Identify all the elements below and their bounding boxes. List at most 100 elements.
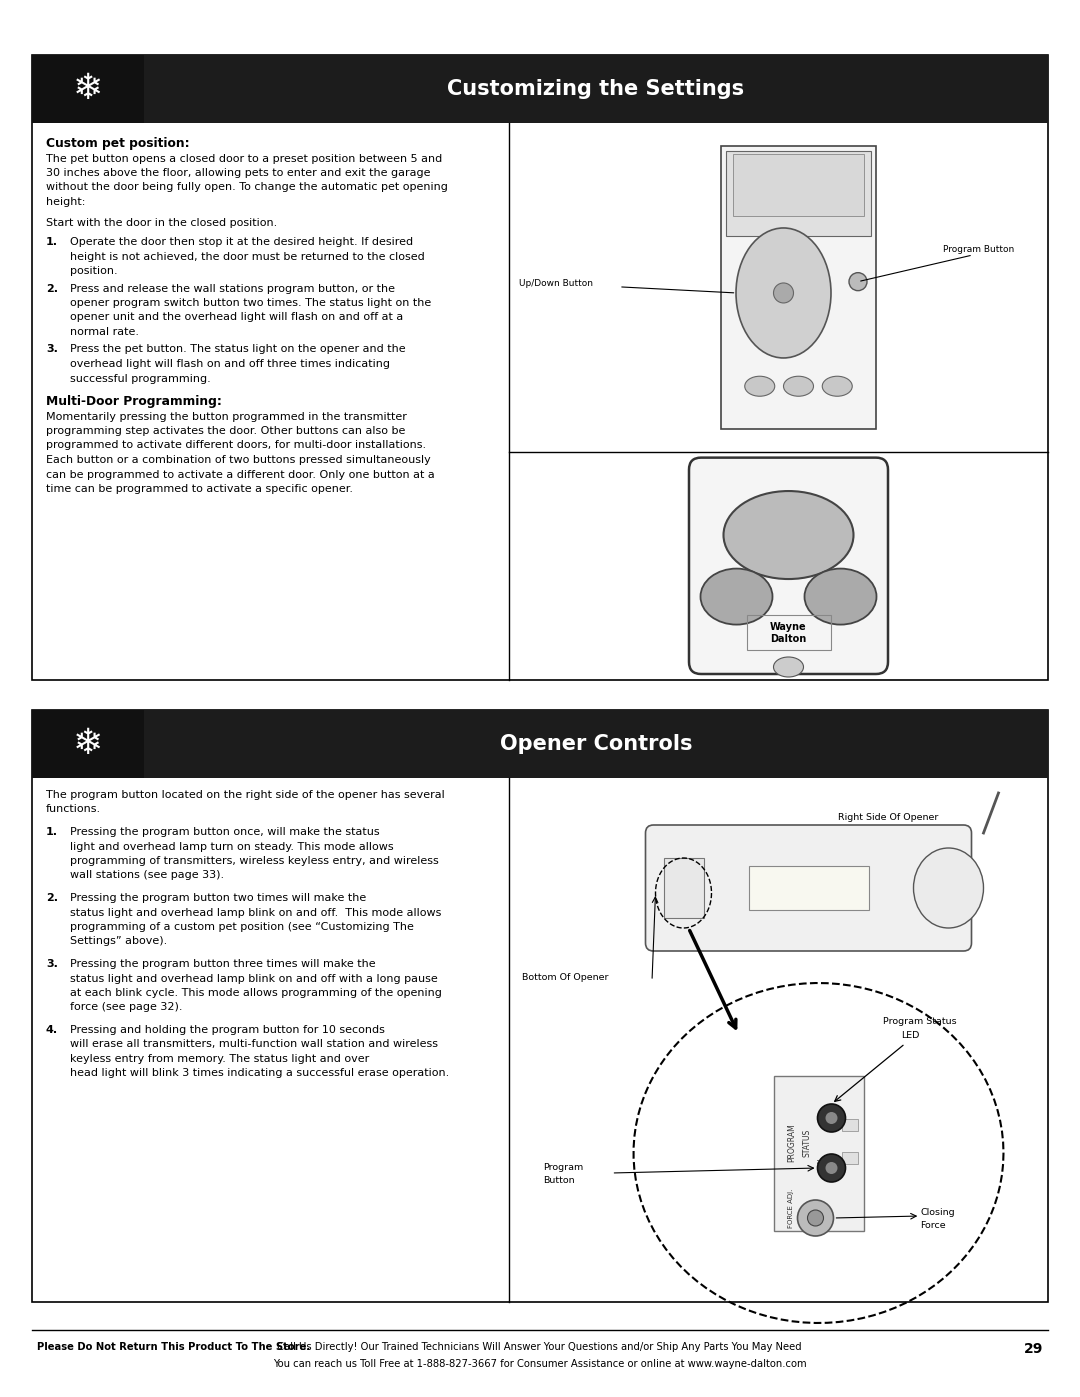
Bar [726, 151, 870, 236]
Text: The pet button opens a closed door to a preset position between 5 and: The pet button opens a closed door to a … [46, 154, 442, 163]
Text: Settings” above).: Settings” above). [70, 936, 167, 947]
Text: LED: LED [901, 1031, 920, 1041]
Circle shape [825, 1112, 837, 1125]
Ellipse shape [735, 228, 831, 358]
Text: status light and overhead lamp blink on and off with a long pause: status light and overhead lamp blink on … [70, 974, 437, 983]
Text: Each button or a combination of two buttons pressed simultaneously: Each button or a combination of two butt… [46, 455, 431, 465]
Bar [32, 710, 1048, 778]
Text: can be programmed to activate a different door. Only one button at a: can be programmed to activate a differen… [46, 469, 435, 479]
Ellipse shape [822, 376, 852, 397]
Text: ❄: ❄ [72, 726, 103, 761]
Ellipse shape [701, 569, 772, 624]
Circle shape [808, 1210, 824, 1227]
FancyBboxPatch shape [646, 826, 972, 951]
Text: Program Button: Program Button [943, 244, 1014, 254]
Text: position.: position. [70, 265, 118, 277]
Text: Start with the door in the closed position.: Start with the door in the closed positi… [46, 218, 278, 228]
Text: Press the pet button. The status light on the opener and the: Press the pet button. The status light o… [70, 345, 406, 355]
Bar [746, 615, 831, 650]
Text: Program Status: Program Status [883, 1017, 957, 1027]
Text: The program button located on the right side of the opener has several: The program button located on the right … [46, 789, 445, 800]
Bar [32, 710, 1048, 1302]
Text: Force: Force [920, 1221, 946, 1229]
Text: Customizing the Settings: Customizing the Settings [447, 80, 744, 99]
Text: 4.: 4. [46, 1025, 58, 1035]
Text: Pressing the program button three times will make the: Pressing the program button three times … [70, 958, 376, 970]
Text: PROGRAM: PROGRAM [787, 1123, 796, 1162]
Text: 30 inches above the floor, allowing pets to enter and exit the garage: 30 inches above the floor, allowing pets… [46, 168, 431, 177]
Bar [773, 1076, 864, 1231]
Text: ❄: ❄ [72, 73, 103, 106]
Text: status light and overhead lamp blink on and off.  This mode allows: status light and overhead lamp blink on … [70, 908, 442, 918]
Text: Bottom Of Opener: Bottom Of Opener [522, 972, 608, 982]
Bar [32, 54, 1048, 123]
Text: Pressing and holding the program button for 10 seconds: Pressing and holding the program button … [70, 1025, 384, 1035]
Bar [32, 54, 144, 123]
Bar [663, 858, 703, 918]
Text: Press and release the wall stations program button, or the: Press and release the wall stations prog… [70, 284, 395, 293]
Text: functions.: functions. [46, 805, 102, 814]
Text: time can be programmed to activate a specific opener.: time can be programmed to activate a spe… [46, 483, 353, 495]
Text: successful programming.: successful programming. [70, 373, 211, 384]
Text: light and overhead lamp turn on steady. This mode allows: light and overhead lamp turn on steady. … [70, 841, 393, 852]
Text: 1.: 1. [46, 827, 58, 837]
Text: SW: SW [818, 1157, 824, 1169]
Ellipse shape [783, 376, 813, 397]
Text: at each blink cycle. This mode allows programming of the opening: at each blink cycle. This mode allows pr… [70, 988, 442, 997]
Text: Right Side Of Opener: Right Side Of Opener [838, 813, 939, 821]
Text: Call Us Directly! Our Trained Technicians Will Answer Your Questions and/or Ship: Call Us Directly! Our Trained Technician… [274, 1343, 802, 1352]
Text: wall stations (see page 33).: wall stations (see page 33). [70, 870, 225, 880]
Text: Pressing the program button once, will make the status: Pressing the program button once, will m… [70, 827, 380, 837]
Bar [721, 147, 876, 429]
Bar [32, 54, 1048, 680]
Text: FORCE ADJ.: FORCE ADJ. [788, 1189, 795, 1228]
Text: programming of a custom pet position (see “Customizing The: programming of a custom pet position (se… [70, 922, 414, 932]
Text: keyless entry from memory. The status light and over: keyless entry from memory. The status li… [70, 1053, 369, 1065]
Text: will erase all transmitters, multi-function wall station and wireless: will erase all transmitters, multi-funct… [70, 1039, 438, 1049]
Text: 29: 29 [1024, 1343, 1043, 1356]
Ellipse shape [724, 490, 853, 578]
Text: Up/Down Button: Up/Down Button [519, 279, 593, 288]
Text: head light will blink 3 times indicating a successful erase operation.: head light will blink 3 times indicating… [70, 1069, 449, 1078]
Text: height:: height: [46, 197, 85, 207]
Text: 1.: 1. [46, 237, 58, 247]
Text: 3.: 3. [46, 345, 58, 355]
Text: Custom pet position:: Custom pet position: [46, 137, 190, 149]
Text: programmed to activate different doors, for multi-door installations.: programmed to activate different doors, … [46, 440, 427, 450]
Text: Momentarily pressing the button programmed in the transmitter: Momentarily pressing the button programm… [46, 412, 407, 422]
Text: force (see page 32).: force (see page 32). [70, 1003, 183, 1013]
Text: opener unit and the overhead light will flash on and off at a: opener unit and the overhead light will … [70, 313, 403, 323]
Bar [733, 154, 864, 217]
Text: overhead light will flash on and off three times indicating: overhead light will flash on and off thr… [70, 359, 390, 369]
Bar [841, 1119, 858, 1132]
Text: STATUS: STATUS [802, 1129, 811, 1157]
Text: Opener Controls: Opener Controls [500, 733, 692, 754]
Circle shape [818, 1154, 846, 1182]
Circle shape [797, 1200, 834, 1236]
Text: Program: Program [543, 1162, 584, 1172]
Ellipse shape [914, 848, 984, 928]
Circle shape [825, 1162, 837, 1173]
Circle shape [818, 1104, 846, 1132]
Text: 2.: 2. [46, 893, 58, 902]
Ellipse shape [745, 376, 774, 397]
Text: Multi-Door Programming:: Multi-Door Programming: [46, 395, 221, 408]
Text: opener program switch button two times. The status light on the: opener program switch button two times. … [70, 298, 431, 307]
Text: Button: Button [543, 1176, 576, 1185]
Text: Please Do Not Return This Product To The Store.: Please Do Not Return This Product To The… [37, 1343, 310, 1352]
Text: programming step activates the door. Other buttons can also be: programming step activates the door. Oth… [46, 426, 405, 436]
Bar [748, 866, 868, 909]
Text: 2.: 2. [46, 284, 58, 293]
Text: Pressing the program button two times will make the: Pressing the program button two times wi… [70, 893, 366, 902]
Text: 3.: 3. [46, 958, 58, 970]
Bar [841, 1153, 858, 1164]
Ellipse shape [773, 657, 804, 678]
Text: normal rate.: normal rate. [70, 327, 139, 337]
Ellipse shape [773, 284, 794, 303]
Text: You can reach us Toll Free at 1-888-827-3667 for Consumer Assistance or online a: You can reach us Toll Free at 1-888-827-… [273, 1359, 807, 1369]
Ellipse shape [805, 569, 877, 624]
Ellipse shape [849, 272, 867, 291]
Text: without the door being fully open. To change the automatic pet opening: without the door being fully open. To ch… [46, 183, 448, 193]
Bar [32, 710, 144, 778]
Text: height is not achieved, the door must be returned to the closed: height is not achieved, the door must be… [70, 251, 424, 261]
